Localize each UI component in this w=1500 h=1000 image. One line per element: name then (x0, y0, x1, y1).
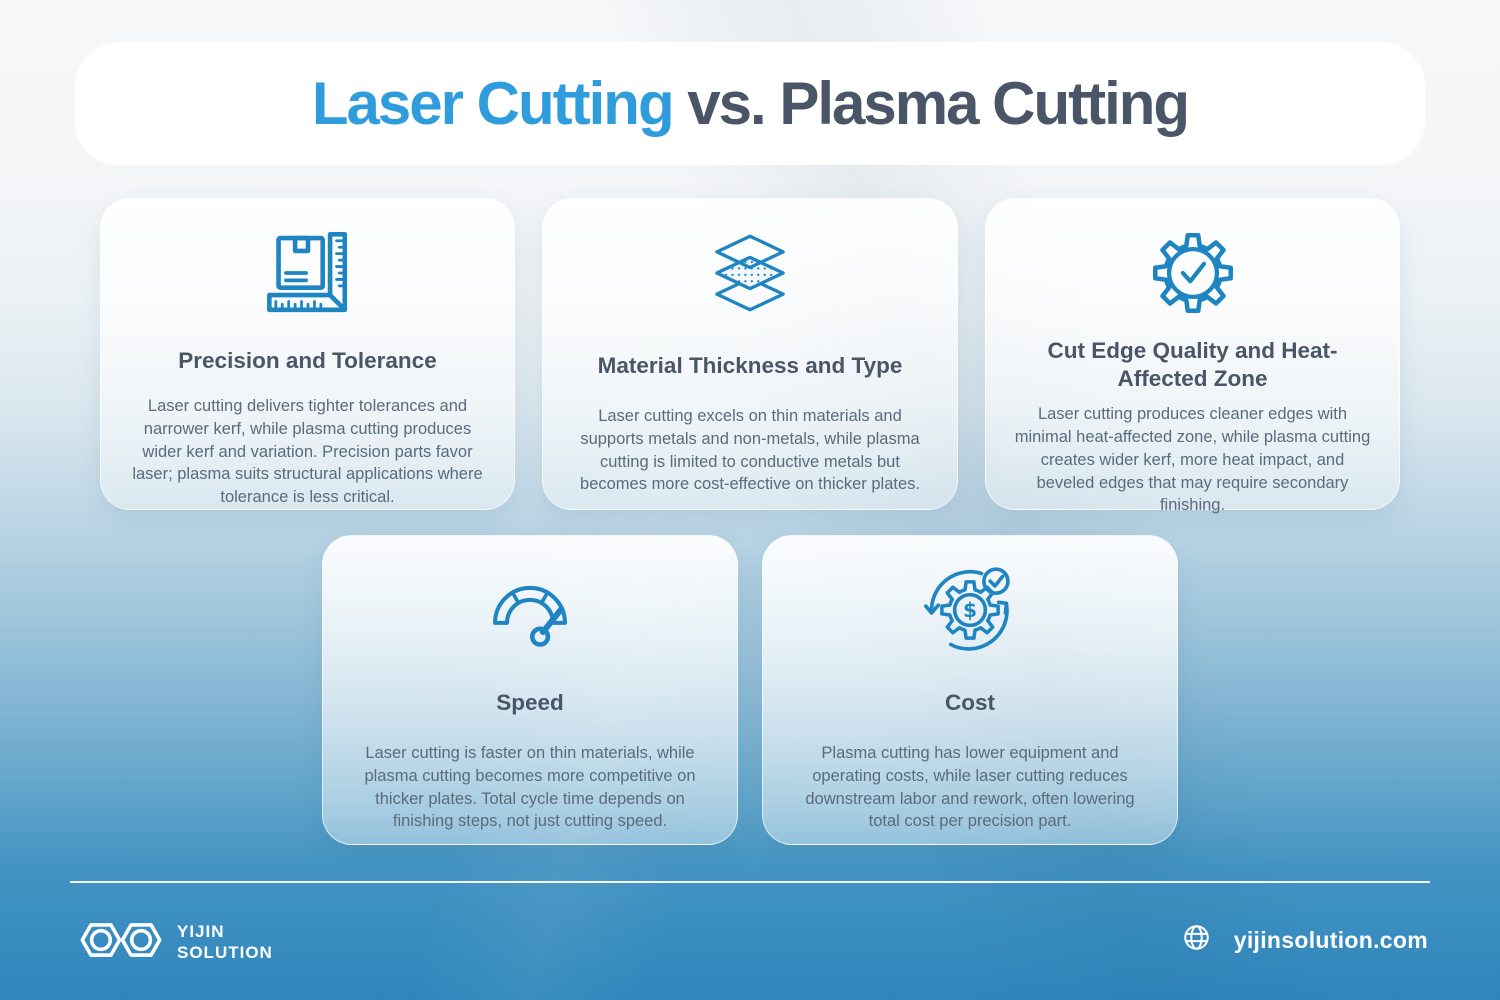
card-body: Plasma cutting has lower equipment and o… (805, 744, 1135, 831)
infinity-hexagon-logo-icon (78, 916, 164, 969)
gear-check-icon (1147, 227, 1239, 319)
box-ruler-icon (262, 227, 354, 319)
card-title: Cost (945, 689, 995, 715)
logo-line1: YIJIN (177, 922, 225, 942)
website-url[interactable]: yijinsolution.com (1233, 927, 1428, 953)
cost-cycle-icon: $ (922, 564, 1018, 656)
dollar-symbol: $ (963, 598, 977, 622)
card-cut-edge-quality: Cut Edge Quality and Heat-Affected Zone … (985, 198, 1400, 514)
card-title: Cut Edge Quality and Heat-Affected Zone (1047, 338, 1338, 392)
page-title-accent: Laser Cutting (311, 70, 675, 137)
card-title: Material Thickness and Type (597, 352, 903, 378)
card-title: Speed (496, 689, 564, 715)
yijin-solution-logo: YIJIN SOLUTION (78, 916, 273, 969)
logo-wordmark: YIJIN SOLUTION (177, 922, 273, 962)
page-title-rest: vs. Plasma Cutting (672, 70, 1190, 137)
card-body: Laser cutting produces cleaner edges wit… (1014, 405, 1371, 515)
website-link[interactable]: yijinsolution.com (1183, 924, 1428, 957)
speedometer-icon (482, 564, 578, 656)
card-body: Laser cutting excels on thin materials a… (580, 407, 920, 494)
card-title: Precision and Tolerance (178, 348, 437, 374)
globe-icon (1183, 924, 1210, 957)
card-body: Laser cutting delivers tighter tolerance… (132, 397, 483, 507)
card-cost: $ Cost Plasma cutting has lower equipmen… (762, 535, 1178, 845)
page-title: Laser Cutting vs. Plasma Cutting (311, 69, 1190, 138)
material-layers-icon (704, 227, 796, 319)
card-speed: Speed Laser cutting is faster on thin ma… (322, 535, 738, 845)
title-banner: Laser Cutting vs. Plasma Cutting (75, 42, 1425, 165)
card-material-thickness: Material Thickness and Type Laser cuttin… (542, 198, 958, 510)
logo-line2: SOLUTION (177, 942, 273, 962)
card-precision-tolerance: Precision and Tolerance Laser cutting de… (100, 198, 515, 510)
footer-divider (70, 881, 1430, 883)
card-body: Laser cutting is faster on thin material… (364, 744, 696, 831)
